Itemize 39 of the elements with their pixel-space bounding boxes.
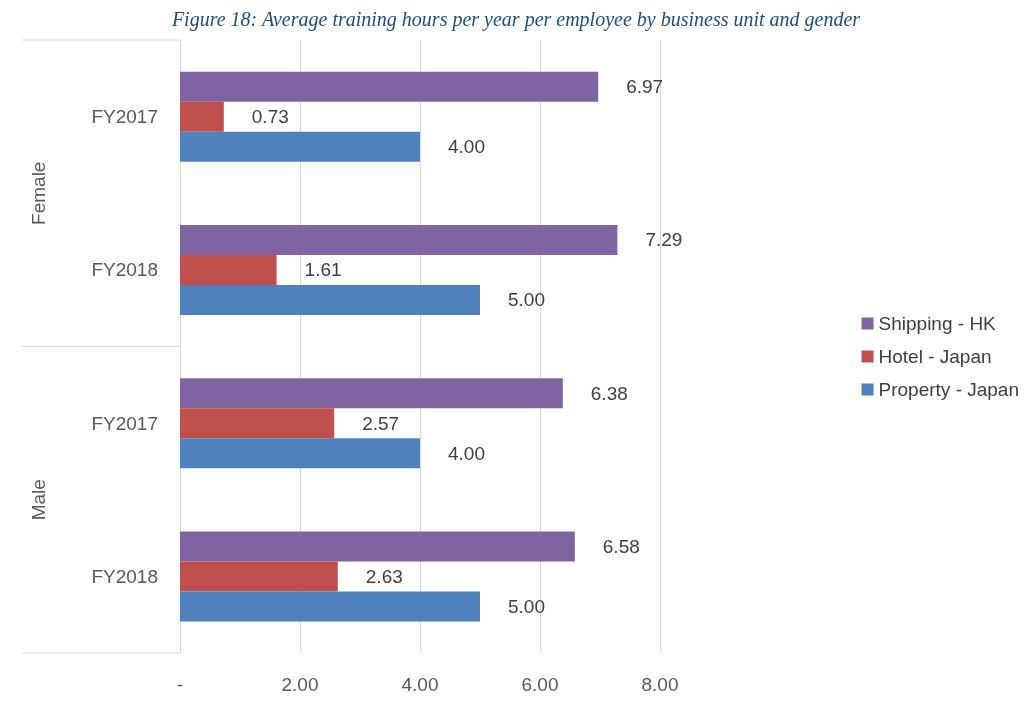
bar — [180, 531, 575, 562]
data-label: 5.00 — [508, 289, 545, 311]
data-label: 2.63 — [365, 565, 403, 587]
bar — [180, 284, 480, 315]
x-tick-label: 4.00 — [401, 674, 439, 695]
x-tick-label: 8.00 — [641, 674, 679, 695]
bar — [180, 224, 618, 255]
text: Male — [27, 479, 49, 521]
legend-label: Property - Japan — [878, 379, 1020, 400]
x-tick-label: 2.00 — [281, 674, 319, 695]
y-tick-label: FY2017 — [91, 412, 158, 434]
bar — [180, 408, 335, 439]
data-label: 2.57 — [362, 412, 400, 434]
bar — [180, 438, 420, 469]
x-tick-label: - — [176, 674, 184, 695]
data-label: 7.29 — [645, 229, 683, 251]
bar — [180, 591, 480, 622]
bar — [180, 254, 277, 285]
data-label: 6.38 — [590, 382, 628, 404]
x-tick-label: 6.00 — [521, 674, 559, 695]
data-label: 4.00 — [448, 442, 485, 464]
bar — [180, 561, 338, 592]
data-label: 6.97 — [626, 76, 664, 98]
data-label: 5.00 — [508, 595, 545, 617]
y-tick-label: FY2017 — [91, 106, 158, 128]
data-label: 4.00 — [448, 136, 485, 158]
data-label: 1.61 — [304, 259, 342, 281]
legend-label: Shipping - HK — [878, 313, 997, 334]
data-label: 6.58 — [602, 535, 640, 557]
chart-title: Figure 18: Average training hours per year per employee by business unit and gender — [170, 8, 861, 31]
y-tick-label: FY2018 — [91, 259, 158, 281]
bar — [180, 378, 563, 409]
bar — [180, 71, 599, 102]
text: Female — [27, 161, 49, 225]
bar — [180, 131, 420, 162]
legend-label: Hotel - Japan — [878, 346, 992, 367]
bar — [180, 101, 224, 132]
y-tick-label: FY2018 — [91, 565, 158, 587]
data-label: 0.73 — [251, 106, 289, 128]
